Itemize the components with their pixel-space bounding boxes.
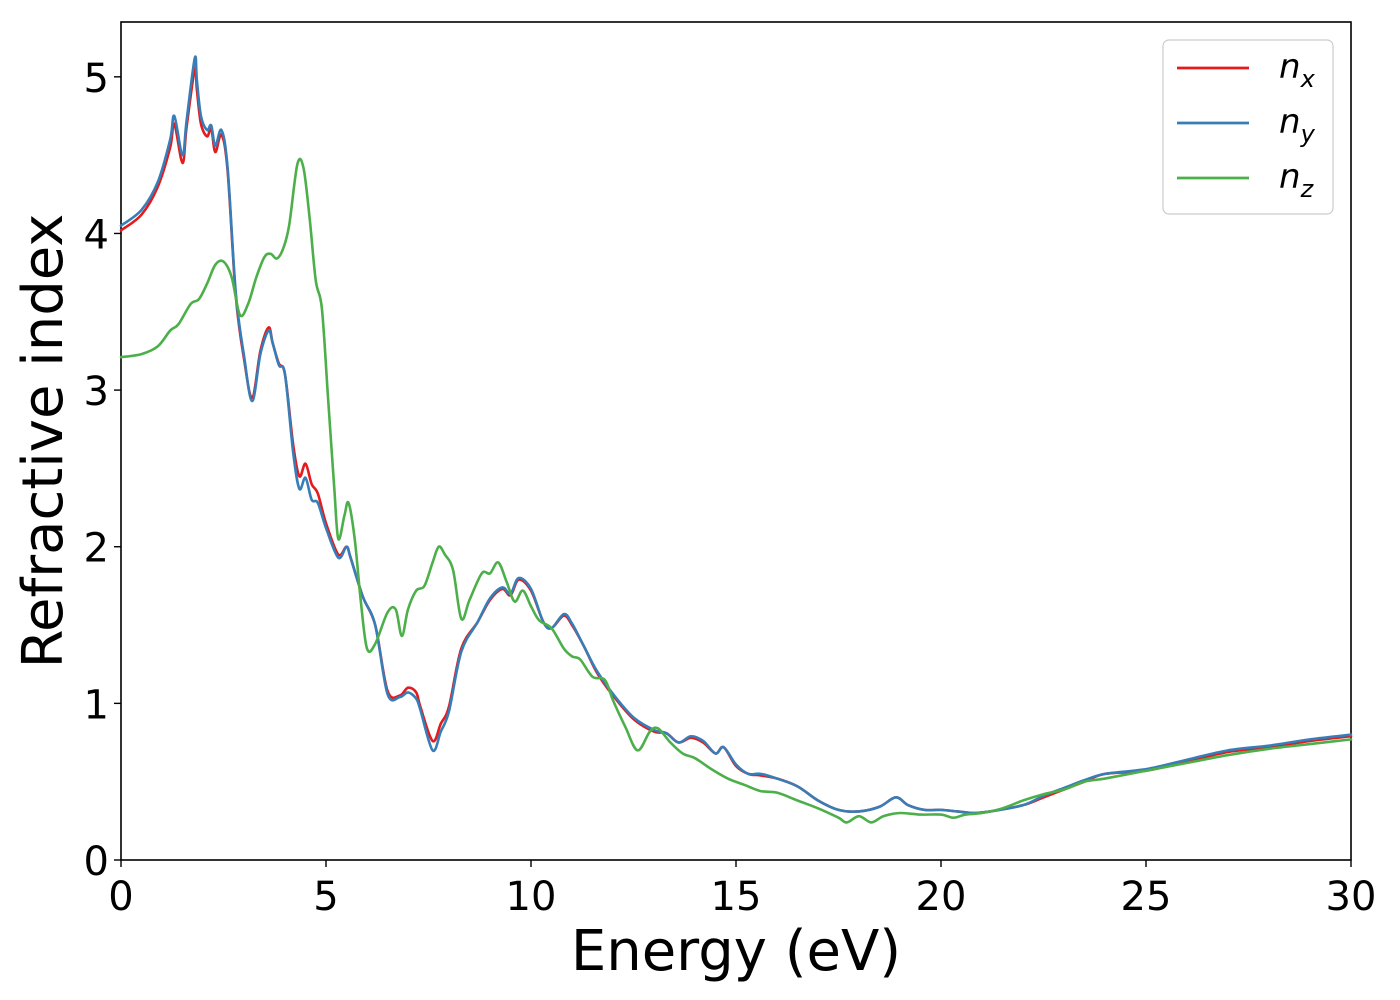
- x-tick-label: 10: [506, 874, 557, 920]
- y-tick-label: 4: [84, 212, 109, 258]
- x-tick-label: 5: [313, 874, 338, 920]
- y-tick-label: 0: [84, 839, 109, 885]
- legend-label-n-y: ny: [1279, 102, 1316, 148]
- y-axis-title: Refractive index: [11, 214, 76, 669]
- y-tick-label: 2: [84, 526, 109, 572]
- x-tick-label: 15: [711, 874, 762, 920]
- y-tick-label: 1: [84, 682, 109, 728]
- x-tick-label: 0: [108, 874, 133, 920]
- x-tick-label: 30: [1326, 874, 1377, 920]
- y-axis-ticks: 0 1 2 3 4 5: [84, 56, 121, 885]
- series-line-n-z: [119, 157, 1353, 824]
- legend-label-n-z: nz: [1279, 157, 1315, 203]
- series-layer: [119, 55, 1353, 824]
- legend: nx ny nz: [1162, 39, 1334, 215]
- x-tick-label: 20: [916, 874, 967, 920]
- plot-area: [120, 21, 1352, 861]
- y-tick-label: 5: [84, 56, 109, 102]
- legend-label-n-x: nx: [1279, 47, 1316, 93]
- legend-box: [1162, 39, 1334, 215]
- x-axis-title: Energy (eV): [571, 919, 901, 984]
- y-tick-label: 3: [84, 369, 109, 415]
- x-axis-ticks: 0 5 10 15 20 25 30: [108, 860, 1376, 920]
- x-tick-label: 25: [1121, 874, 1172, 920]
- series-line-n-y: [119, 55, 1353, 815]
